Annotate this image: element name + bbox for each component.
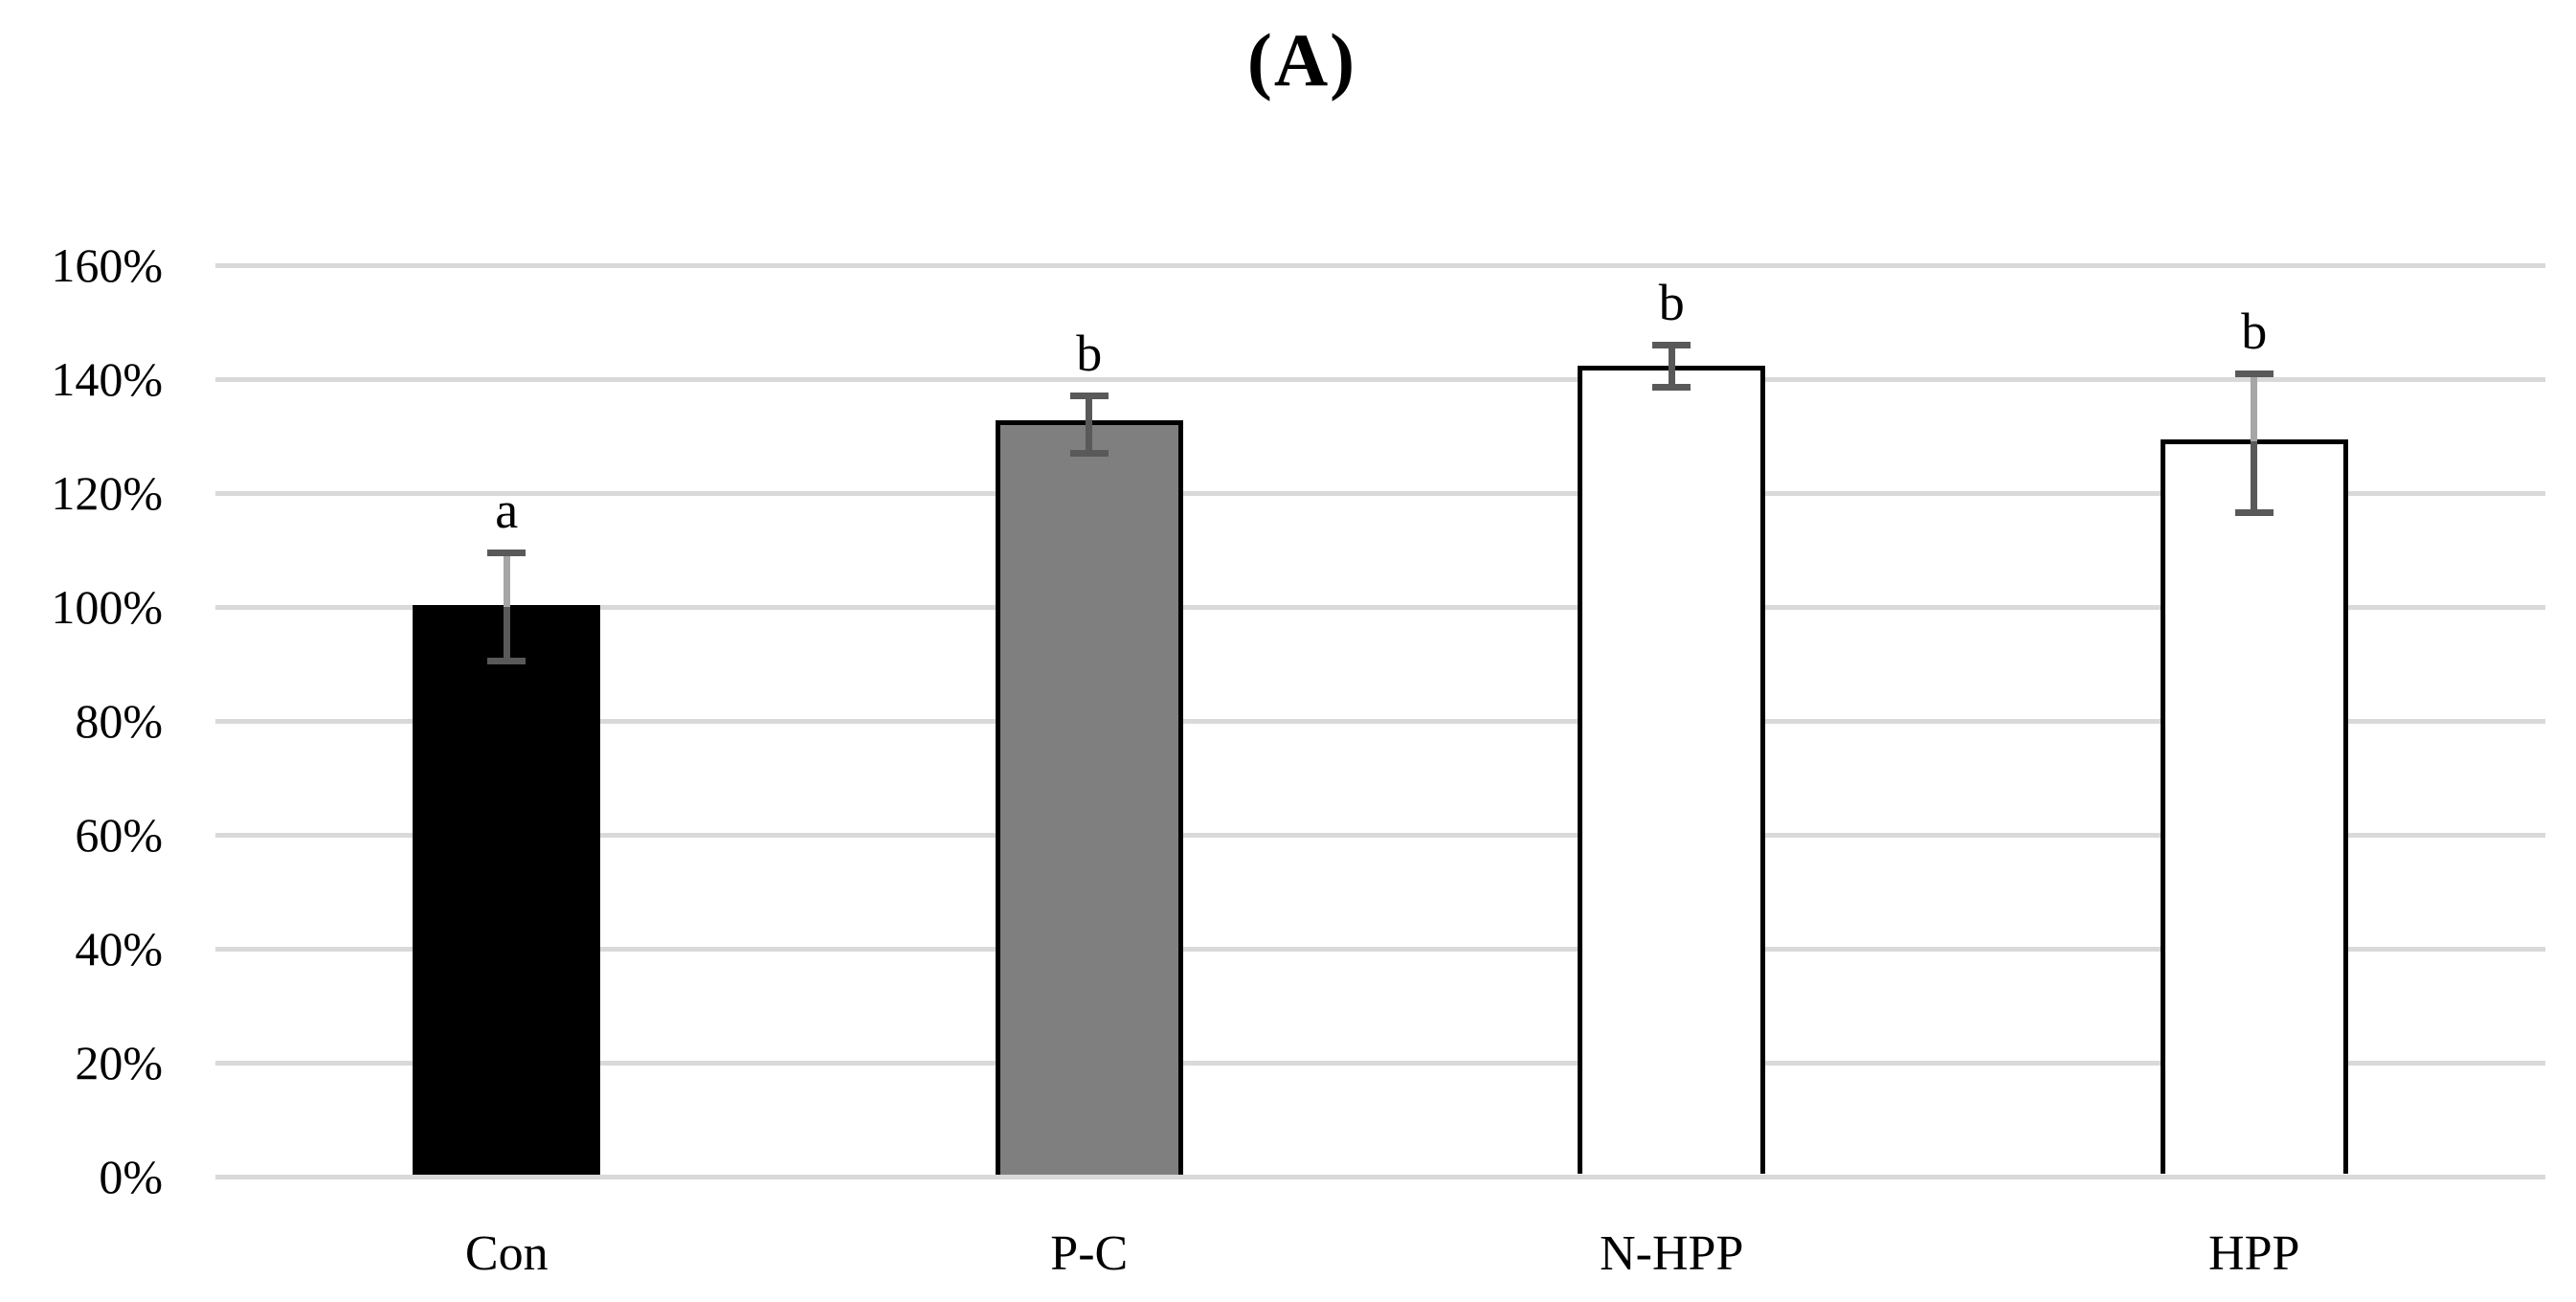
gridline xyxy=(215,490,2545,496)
bar-p-c xyxy=(995,419,1183,1175)
x-axis-category-label-n-hpp: N-HPP xyxy=(1600,1226,1744,1281)
gridline xyxy=(215,604,2545,610)
gridline xyxy=(215,262,2545,268)
error-bar-upper-line-con xyxy=(503,552,510,607)
chart-title: (A) xyxy=(1246,18,1357,101)
error-bar-top-cap-n-hpp xyxy=(1652,341,1691,348)
gridline xyxy=(215,832,2545,838)
error-bar-lower-line-p-c xyxy=(1086,421,1093,454)
x-axis-category-label-hpp: HPP xyxy=(2208,1226,2300,1281)
x-axis-category-label-p-c: P-C xyxy=(1050,1226,1129,1281)
error-bar-lower-line-n-hpp xyxy=(1668,368,1675,388)
y-axis-tick-label: 160% xyxy=(51,238,163,292)
error-bar-bottom-cap-hpp xyxy=(2234,509,2274,517)
error-bar-upper-line-n-hpp xyxy=(1668,345,1675,369)
significance-letter-hpp: b xyxy=(2241,302,2268,360)
x-axis-category-label-con: Con xyxy=(464,1226,549,1281)
y-axis-tick-label: 40% xyxy=(75,922,163,976)
gridline xyxy=(215,946,2545,952)
error-bar-bottom-cap-n-hpp xyxy=(1652,384,1691,392)
significance-letter-p-c: b xyxy=(1076,325,1103,383)
error-bar-bottom-cap-p-c xyxy=(1069,449,1109,457)
y-axis-tick-label: 120% xyxy=(51,466,163,520)
error-bar-bottom-cap-con xyxy=(487,658,526,665)
gridline xyxy=(215,1060,2545,1066)
error-bar-top-cap-hpp xyxy=(2234,370,2274,377)
error-bar-upper-line-hpp xyxy=(2251,373,2258,442)
y-axis-tick-label: 80% xyxy=(75,694,163,748)
gridline xyxy=(215,376,2545,382)
bar-n-hpp xyxy=(1578,366,1766,1175)
error-bar-lower-line-hpp xyxy=(2251,441,2258,513)
y-axis-tick-label: 20% xyxy=(75,1036,163,1089)
error-bar-top-cap-p-c xyxy=(1069,393,1109,400)
error-bar-upper-line-p-c xyxy=(1086,395,1093,422)
significance-letter-con: a xyxy=(495,481,519,539)
bar-hpp xyxy=(2160,439,2348,1175)
bar-con xyxy=(413,605,601,1175)
y-axis-tick-label: 0% xyxy=(99,1150,163,1203)
y-axis-tick-label: 60% xyxy=(75,808,163,862)
significance-letter-n-hpp: b xyxy=(1658,273,1685,331)
gridline xyxy=(215,718,2545,724)
error-bar-lower-line-con xyxy=(503,607,510,662)
x-axis-line xyxy=(215,1174,2545,1179)
error-bar-top-cap-con xyxy=(487,549,526,556)
y-axis-tick-label: 140% xyxy=(51,352,163,406)
y-axis-tick-label: 100% xyxy=(51,580,163,634)
